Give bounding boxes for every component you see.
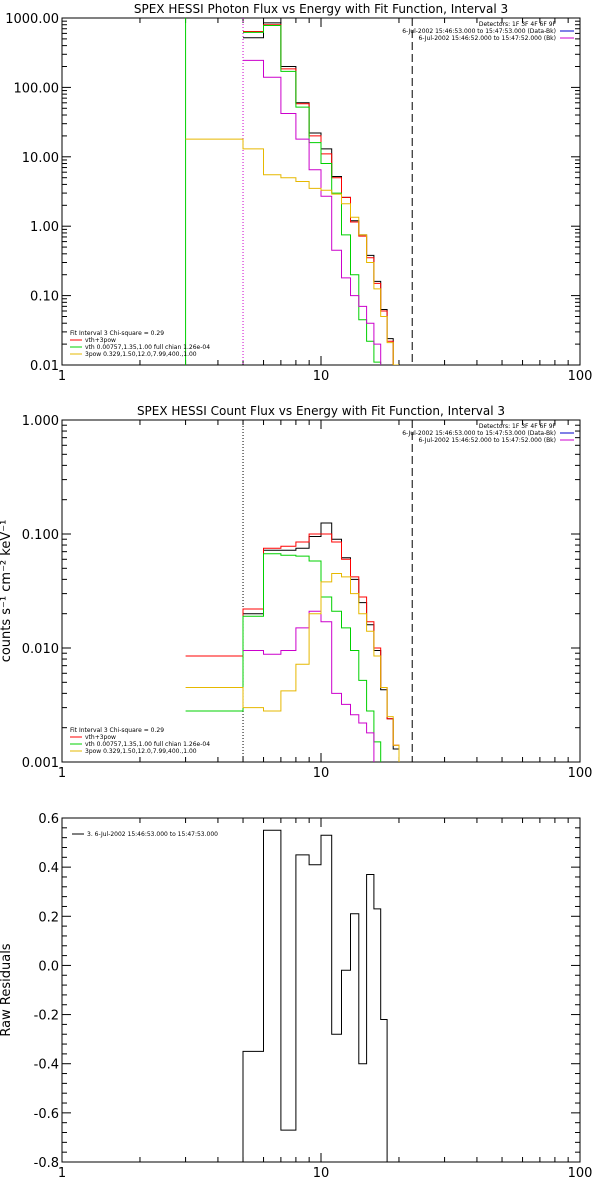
y-tick-label: -0.2	[34, 1009, 59, 1024]
series-line-4	[243, 610, 375, 762]
y-tick-label: 0.4	[38, 861, 59, 876]
legend-line: vth+3pow	[85, 734, 116, 741]
header-line: Detectors: 1F 3F 4F 6F 9F	[479, 423, 557, 430]
series-line-2	[243, 24, 394, 365]
x-tick-label: 100	[568, 369, 593, 384]
y-tick-label: 0.100	[22, 528, 59, 543]
legend-line: vth+3pow	[85, 337, 116, 344]
chart-panel-1: SPEX HESSI Photon Flux vs Energy with Fi…	[5, 2, 592, 384]
x-tick-label: 1	[58, 369, 66, 384]
legend-line: 3. 6-Jul-2002 15:46:53.000 to 15:47:53.0…	[87, 831, 218, 838]
y-tick-label: 0.010	[22, 642, 59, 657]
y-tick-label: 1000.00	[5, 12, 59, 27]
header-line: 6-Jul-2002 15:46:52.000 to 15:47:52.000 …	[418, 437, 556, 444]
x-tick-label: 100	[568, 766, 593, 781]
chart-panel-3: 1 10 100 -0.8 -0.6 -0.4 -0.2 0.0 0.2 0.4 0.6 Raw Re…	[0, 812, 592, 1181]
chart-panel-2: SPEX HESSI Count Flux vs Energy with Fit…	[0, 404, 592, 781]
x-tick-label: 100	[568, 1166, 593, 1181]
header-line: 6-Jul-2002 15:46:52.000 to 15:47:52.000 …	[418, 35, 556, 42]
x-tick-label: 1	[58, 766, 66, 781]
y-axis-label: Raw Residuals	[0, 943, 14, 1036]
y-tick-label: -0.6	[34, 1107, 59, 1122]
series-line-4	[243, 59, 382, 365]
x-tick-label: 10	[313, 766, 330, 781]
y-tick-label: 10.00	[22, 151, 59, 166]
series-line-3	[185, 553, 382, 762]
y-tick-label: 0.6	[38, 812, 59, 827]
legend-line: Fit Interval 3 Chi-square = 0.29	[70, 727, 164, 734]
x-tick-label: 10	[313, 1166, 330, 1181]
y-tick-label: 0.0	[38, 959, 59, 974]
y-tick-label: 0.01	[30, 359, 59, 374]
x-tick-label: 10	[313, 369, 330, 384]
legend-line: vth 0.00757,1.35,1.00 full chian 1.26e-0…	[85, 741, 210, 748]
y-tick-label: 1.000	[22, 414, 59, 429]
y-tick-label: 0.10	[30, 290, 59, 305]
header-line: Detectors: 1F 3F 4F 6F 9F	[479, 21, 557, 28]
y-tick-label: -0.8	[34, 1156, 59, 1171]
chart-title: SPEX HESSI Photon Flux vs Energy with Fi…	[134, 2, 508, 16]
y-tick-label: 0.001	[22, 756, 59, 771]
plot-frame	[61, 817, 581, 1163]
header-line: 6-Jul-2002 15:46:53.000 to 15:47:53.000 …	[402, 28, 556, 35]
x-tick-label: 1	[58, 1166, 66, 1181]
chart-title: SPEX HESSI Count Flux vs Energy with Fit…	[137, 404, 505, 418]
header-line: 6-Jul-2002 15:46:53.000 to 15:47:53.000 …	[402, 430, 556, 437]
series-line-5	[185, 573, 400, 762]
y-tick-label: 100.00	[14, 81, 60, 96]
legend-line: 3pow 0.329,1.50,12.0,7.99,400.,1.00	[85, 351, 197, 358]
series-line-1	[242, 829, 388, 1162]
series-line-1	[243, 522, 400, 762]
y-tick-label: 0.2	[38, 910, 59, 925]
y-tick-label: -0.4	[34, 1058, 59, 1073]
legend-line: vth 0.00757,1.35,1.00 full chian 1.26e-0…	[85, 344, 210, 351]
legend-line: Fit Interval 3 Chi-square = 0.29	[70, 330, 164, 337]
y-axis-label: counts s⁻¹ cm⁻² keV⁻¹	[0, 520, 14, 663]
series-line-1	[243, 22, 394, 365]
y-tick-label: 1.00	[30, 220, 59, 235]
legend-line: 3pow 0.329,1.50,12.0,7.99,400.,1.00	[85, 748, 197, 755]
series-line-5	[185, 138, 399, 365]
